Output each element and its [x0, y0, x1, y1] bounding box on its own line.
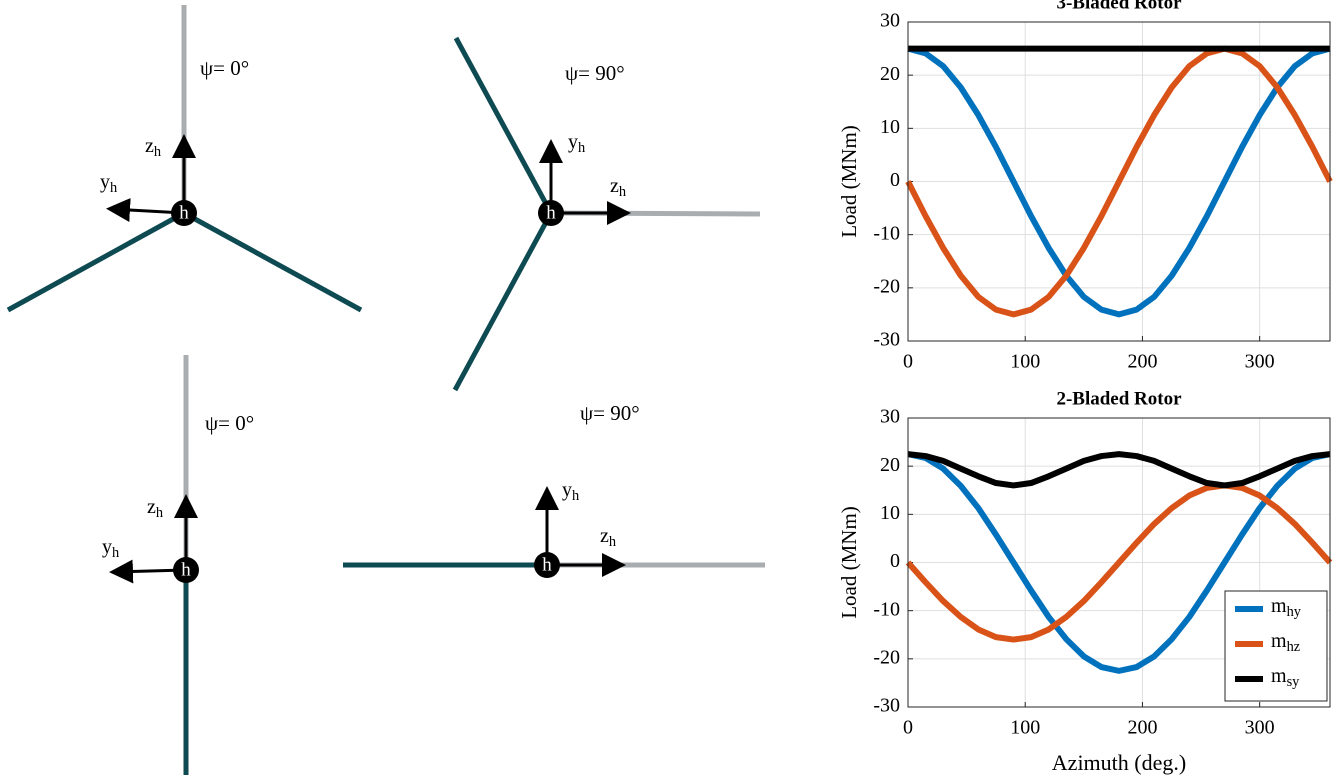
- axis-label-sub: h: [578, 140, 585, 156]
- axis-label-main: z: [145, 135, 154, 157]
- y-tick-label: 0: [890, 550, 900, 572]
- axis-label-sub: h: [572, 488, 579, 504]
- x-tick-label: 300: [1245, 717, 1275, 739]
- hub-label: h: [542, 554, 552, 575]
- axis-label-main: z: [600, 525, 609, 547]
- x-tick-label: 300: [1245, 351, 1275, 373]
- legend-label-main: m: [1271, 630, 1287, 652]
- legend-label-sub: hz: [1287, 639, 1301, 655]
- legend-label-sub: hy: [1287, 604, 1302, 620]
- hub: [534, 552, 560, 578]
- y-tick-label: -30: [873, 329, 900, 351]
- axis-label-main: y: [100, 171, 110, 193]
- axis-label-sub: h: [156, 505, 163, 521]
- axis-label-sub: h: [619, 184, 626, 200]
- series-line: [905, 45, 1333, 318]
- axis-label-sub: h: [609, 534, 616, 550]
- y-tick-label: 10: [880, 116, 900, 138]
- x-tick-label: 0: [903, 717, 913, 739]
- legend-label-main: m: [1271, 595, 1287, 617]
- axis-label-main: y: [102, 536, 112, 558]
- x-tick-label: 0: [903, 351, 913, 373]
- hub-label: h: [179, 202, 189, 223]
- y-tick-label: -10: [873, 598, 900, 620]
- series-line: [905, 482, 1333, 643]
- angle-label: ψ= 90°: [565, 61, 625, 85]
- series-line: [907, 451, 1331, 489]
- x-tick-label: 100: [1010, 717, 1040, 739]
- chart-title: 2-Bladed Rotor: [1056, 388, 1182, 409]
- y-tick-label: -20: [873, 646, 900, 668]
- angle-label: ψ= 90°: [580, 401, 640, 425]
- hub-label: h: [181, 559, 191, 580]
- chart-title: 3-Bladed Rotor: [1056, 0, 1182, 13]
- legend-label: mhy: [1271, 595, 1302, 621]
- blade: [452, 211, 554, 392]
- hub: [538, 200, 564, 226]
- y-tick-label: -30: [873, 695, 900, 717]
- y-tick-label: 30: [880, 10, 900, 32]
- series-line: [907, 451, 1331, 674]
- axis-label-sub: h: [112, 545, 119, 561]
- y-tick-label: -20: [873, 275, 900, 297]
- axes-box: [907, 21, 1331, 342]
- x-axis-label: Azimuth (deg.): [1052, 750, 1186, 775]
- x-tick-label: 200: [1127, 351, 1157, 373]
- axis-label: zh: [145, 135, 161, 161]
- y-tick-label: 0: [890, 169, 900, 191]
- y-tick-label: 10: [880, 502, 900, 524]
- blade: [182, 210, 363, 313]
- legend-label-sub: sy: [1287, 674, 1301, 690]
- hub-label: h: [546, 202, 556, 223]
- axis-label: zh: [600, 525, 616, 551]
- axis-label-main: y: [562, 479, 572, 501]
- series-line: [907, 45, 1331, 318]
- axis-label: yh: [100, 171, 117, 197]
- axis-label-main: z: [147, 496, 156, 518]
- y-tick-label: 20: [880, 63, 900, 85]
- axis-label-sub: h: [154, 144, 161, 160]
- axis-label-main: y: [568, 131, 578, 153]
- angle-label: ψ= 0°: [200, 56, 249, 80]
- y-tick-label: -10: [873, 222, 900, 244]
- hub: [171, 200, 197, 226]
- x-tick-label: 100: [1010, 351, 1040, 373]
- axis-label-main: z: [610, 175, 619, 197]
- legend-label-main: m: [1271, 665, 1287, 687]
- y-tick-label: 20: [880, 454, 900, 476]
- axis-label: zh: [610, 175, 626, 201]
- x-tick-label: 200: [1127, 717, 1157, 739]
- blade: [6, 210, 186, 313]
- y-axis-label: Load (MNm): [837, 506, 861, 619]
- angle-label: ψ= 0°: [205, 411, 254, 435]
- y-axis-label: Load (MNm): [837, 125, 861, 238]
- legend-label: mhz: [1271, 630, 1300, 656]
- axis-label-sub: h: [110, 180, 117, 196]
- axis-label: zh: [147, 496, 163, 522]
- blade: [453, 36, 554, 215]
- axis-label: yh: [562, 479, 579, 505]
- legend-label: msy: [1271, 665, 1300, 691]
- axis-label: yh: [102, 536, 119, 562]
- hub: [173, 557, 199, 583]
- axes-box: [907, 417, 1331, 708]
- y-tick-label: 30: [880, 406, 900, 428]
- axis-label: yh: [568, 131, 585, 157]
